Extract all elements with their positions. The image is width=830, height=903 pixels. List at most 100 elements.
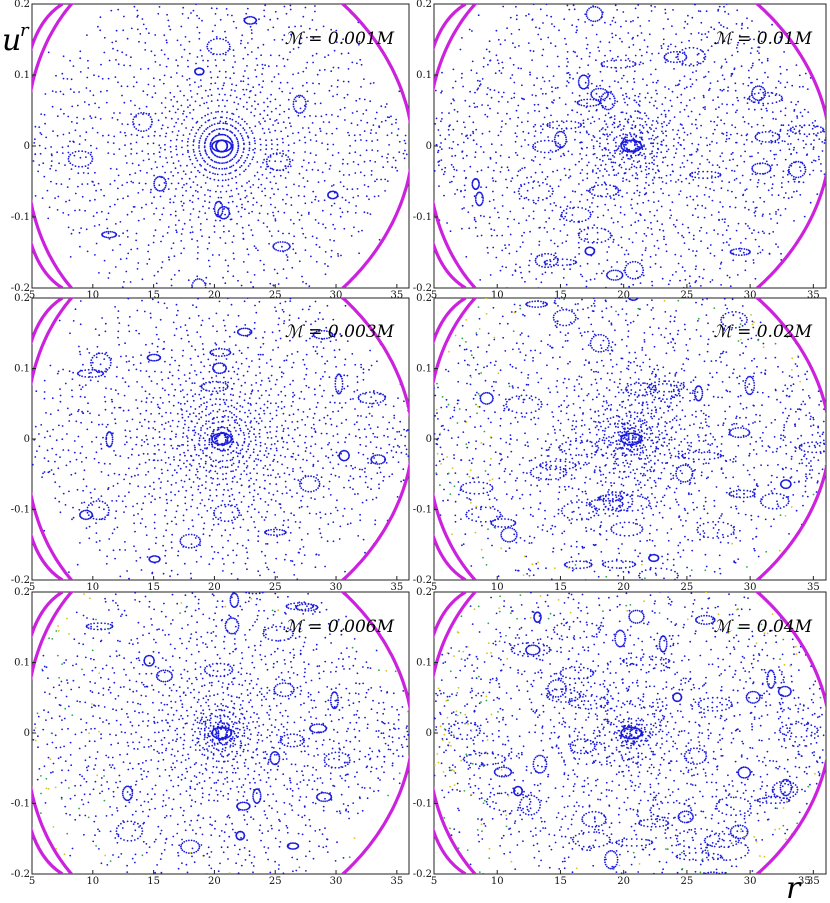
panel-1-point [242, 88, 245, 91]
panel-1-point [120, 85, 123, 88]
panel-1-point [205, 128, 208, 131]
panel-1-point [281, 155, 283, 158]
panel-1-point [74, 129, 77, 132]
panel-1-point [341, 211, 344, 214]
panel-2-point [534, 123, 537, 126]
panel-1-point [243, 147, 245, 150]
panel-2-point [621, 77, 623, 80]
panel-2-point [471, 204, 474, 207]
panel-2-point [727, 90, 729, 92]
panel-1-point [351, 188, 354, 191]
panel-2-point [556, 55, 559, 58]
panel-1-point [301, 165, 303, 168]
panel-2-point [460, 190, 462, 192]
panel-1-point [198, 145, 200, 147]
panel-2-point [566, 57, 568, 60]
panel-2-point [574, 138, 576, 141]
panel-2-point [543, 80, 546, 83]
panel-1-point [277, 283, 280, 285]
panel-1-point [275, 249, 277, 251]
panel-2-point [536, 256, 539, 258]
panel-2-point [567, 81, 570, 84]
panel-1-point [71, 152, 74, 154]
panel-1-point [225, 76, 227, 79]
panel-1-point [69, 88, 72, 91]
panel-2-point [759, 172, 761, 175]
panel-1-point [159, 195, 162, 198]
panel-2-point [758, 52, 760, 54]
panel-2-point [593, 240, 595, 243]
panel-1-point [130, 56, 132, 59]
panel-2-point [550, 253, 553, 256]
panel-1-boundary-corner [32, 4, 64, 52]
panel-2-point [540, 281, 543, 284]
panel-1-point [187, 279, 190, 282]
panel-2-point [817, 155, 820, 158]
panel-2-point [729, 205, 731, 208]
panel-2-point [623, 253, 626, 256]
panel-2-point [603, 61, 605, 63]
panel-2-point [468, 28, 471, 31]
panel-1-point [220, 116, 222, 119]
panel-2-point [709, 82, 712, 84]
panel-1-point [256, 64, 259, 66]
panel-1-point [311, 54, 314, 57]
panel-1-point [373, 195, 376, 198]
panel-2-point [625, 112, 628, 115]
panel-2-point [623, 2, 625, 4]
panel-1-point [81, 150, 84, 153]
panel-2-point [677, 232, 680, 234]
panel-1-point [290, 125, 292, 128]
panel-1-point [204, 161, 207, 163]
panel-1-point [171, 131, 174, 133]
panel-2-point [726, 103, 728, 106]
panel-2-point [652, 191, 655, 194]
panel-1-point [39, 152, 42, 155]
panel-2-point [753, 101, 756, 104]
panel-2-point [518, 222, 520, 225]
panel-2-point [723, 221, 726, 224]
panel-1-point [92, 215, 95, 218]
panel-1-point [71, 105, 74, 108]
panel-2-point [679, 174, 682, 177]
panel-2-point [515, 18, 518, 21]
panel-1-point [268, 242, 270, 245]
panel-2-point [564, 174, 567, 177]
panel-1-point [67, 115, 70, 118]
panel-2-point [654, 100, 657, 102]
panel-2-point [686, 204, 689, 207]
panel-1-point [360, 119, 362, 122]
panel-2-point [715, 108, 717, 110]
panel-1-point [231, 241, 234, 244]
panel-1-point [130, 27, 133, 30]
panel-1-point [175, 148, 178, 151]
panel-2-point [591, 24, 594, 27]
panel-1-point [117, 187, 119, 190]
panel-2-point [692, 179, 695, 181]
panel-2-point [591, 186, 593, 189]
panel-1-point [271, 143, 273, 146]
panel-2-point [801, 162, 804, 165]
panel-1-point [87, 172, 90, 175]
panel-2-point [788, 148, 791, 151]
panel-2-point [729, 237, 732, 240]
panel-1-point [263, 9, 265, 12]
panel-1-point [204, 150, 207, 153]
panel-1-point [89, 90, 92, 92]
panel-1-point [246, 156, 249, 159]
panel-2-point [718, 21, 721, 24]
panel-1-point [213, 225, 216, 228]
panel-2-point [636, 202, 639, 205]
panel-1-point [298, 172, 301, 175]
panel-1-point [180, 252, 183, 255]
panel-1-point [73, 91, 75, 93]
panel-2-point [558, 124, 560, 127]
panel-2-point [537, 33, 540, 36]
panel-2-point [607, 93, 609, 96]
panel-2-point [521, 276, 523, 279]
panel-2-point [585, 47, 588, 50]
panel-1-point [356, 110, 358, 113]
panel-1-point [80, 227, 82, 230]
panel-2-point [559, 179, 562, 181]
panel-1-point [110, 9, 113, 12]
